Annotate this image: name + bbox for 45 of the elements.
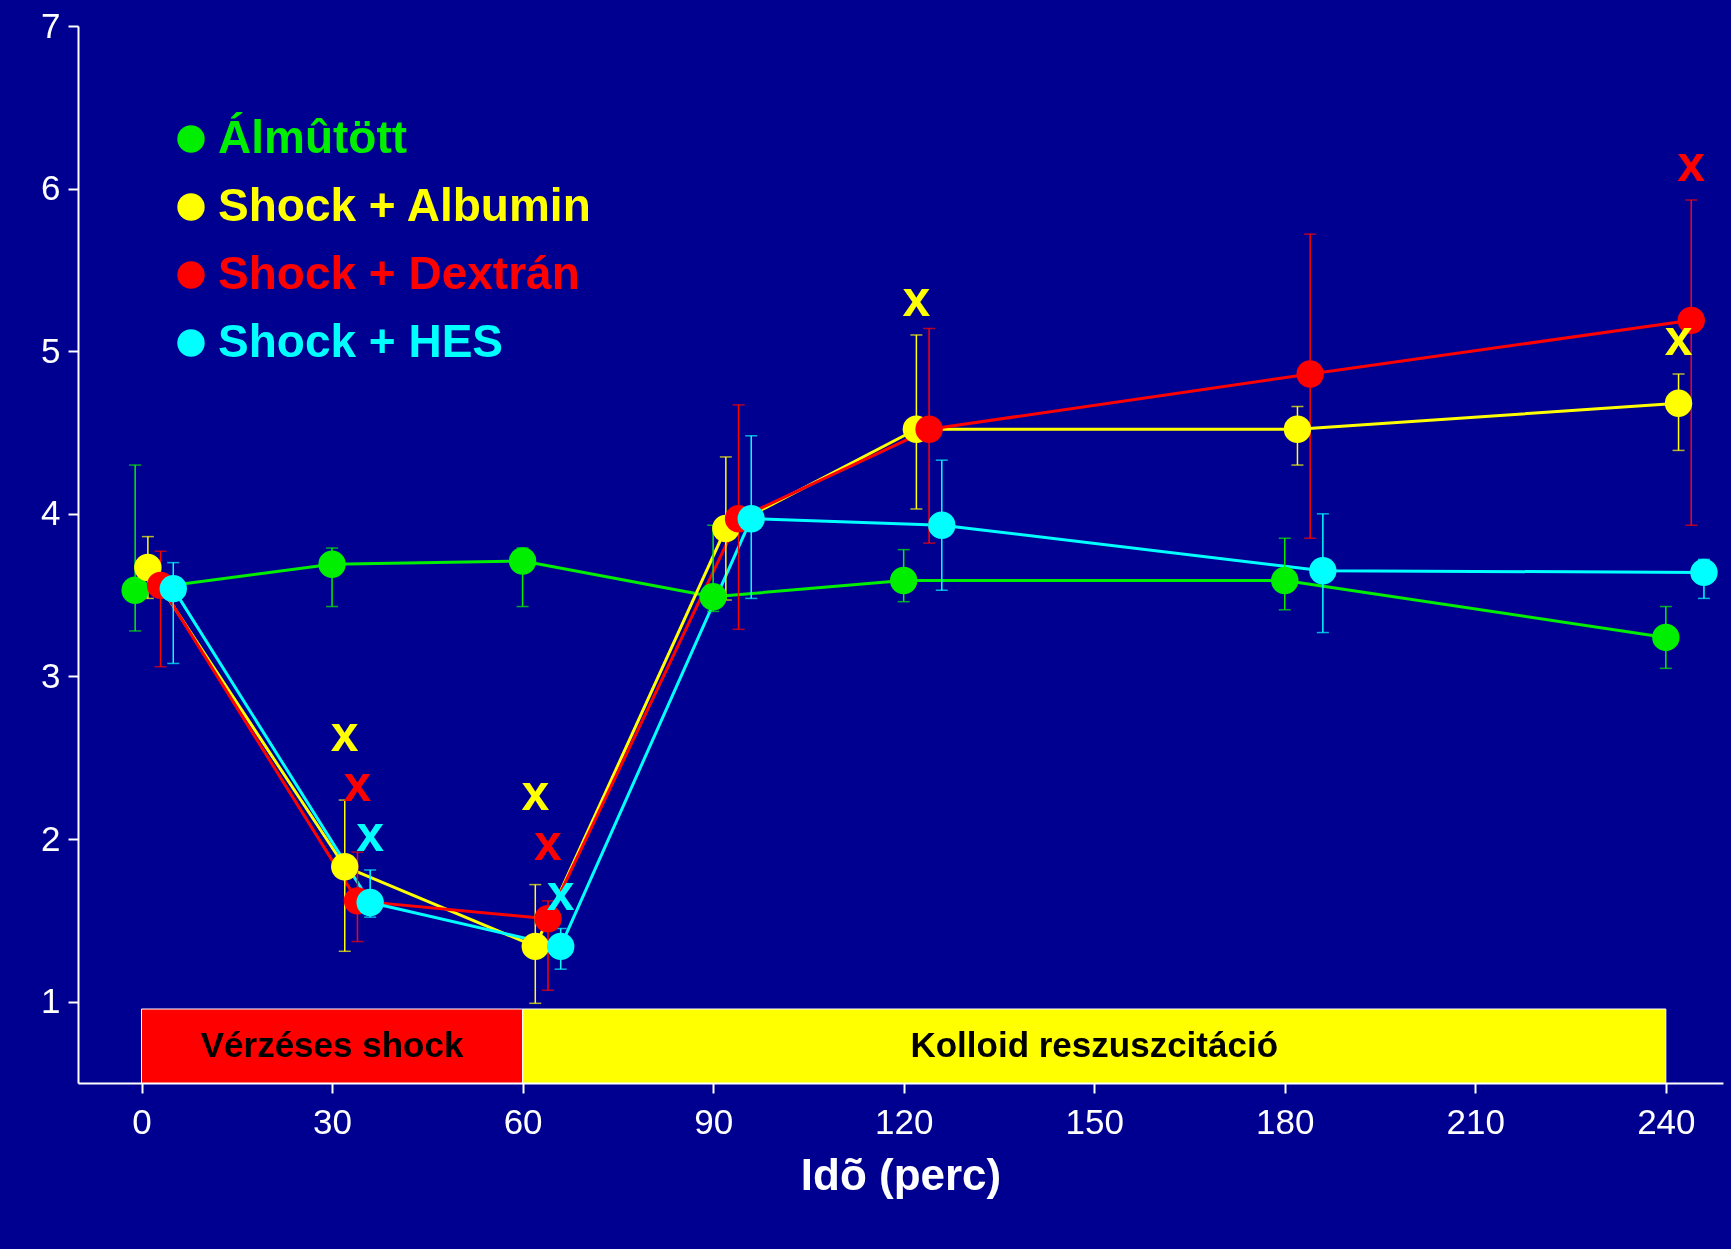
annotation: x <box>1677 136 1706 192</box>
x-tick-label: 240 <box>1637 1101 1696 1141</box>
band-label: Vérzéses shock <box>200 1025 464 1065</box>
point <box>547 932 575 961</box>
point <box>1283 415 1312 443</box>
point <box>318 550 346 578</box>
x-axis-title: Idõ (perc) <box>800 1149 1002 1199</box>
point <box>159 574 187 603</box>
point <box>1271 566 1299 595</box>
y-tick-label: 4 <box>41 493 61 533</box>
point <box>928 511 956 539</box>
point <box>356 888 384 917</box>
x-tick-label: 0 <box>132 1101 152 1141</box>
x-tick-label: 210 <box>1446 1101 1505 1141</box>
point <box>121 576 149 604</box>
y-tick-label: 3 <box>41 655 61 695</box>
x-tick-label: 60 <box>503 1101 543 1141</box>
x-tick-label: 90 <box>694 1101 734 1141</box>
y-tick-label: 6 <box>41 168 61 208</box>
y-tick-label: 7 <box>41 5 61 45</box>
point <box>521 932 549 961</box>
y-tick-label: 1 <box>41 981 61 1021</box>
point <box>889 566 918 595</box>
y-tick-label: 5 <box>41 330 61 370</box>
point <box>1664 389 1693 417</box>
y-tick-label: 2 <box>41 818 61 858</box>
point <box>1309 557 1337 585</box>
point <box>1652 623 1680 652</box>
legend-label: Álmûtött <box>218 111 408 163</box>
legend-label: Shock + Dextrán <box>218 247 580 299</box>
x-tick-label: 30 <box>313 1101 353 1141</box>
legend-label: Shock + HES <box>218 315 504 367</box>
point <box>699 583 727 611</box>
annotation: x <box>902 270 931 327</box>
x-tick-label: 150 <box>1065 1101 1124 1141</box>
point <box>737 505 765 533</box>
x-tick-label: 120 <box>874 1101 934 1141</box>
point <box>1690 558 1718 587</box>
x-tick-label: 180 <box>1256 1101 1315 1141</box>
point <box>1296 360 1324 388</box>
point <box>915 415 943 443</box>
point <box>508 547 537 575</box>
point <box>331 853 359 881</box>
legend-label: Shock + Albumin <box>218 179 591 231</box>
band-label: Kolloid reszuszcitáció <box>910 1025 1279 1065</box>
